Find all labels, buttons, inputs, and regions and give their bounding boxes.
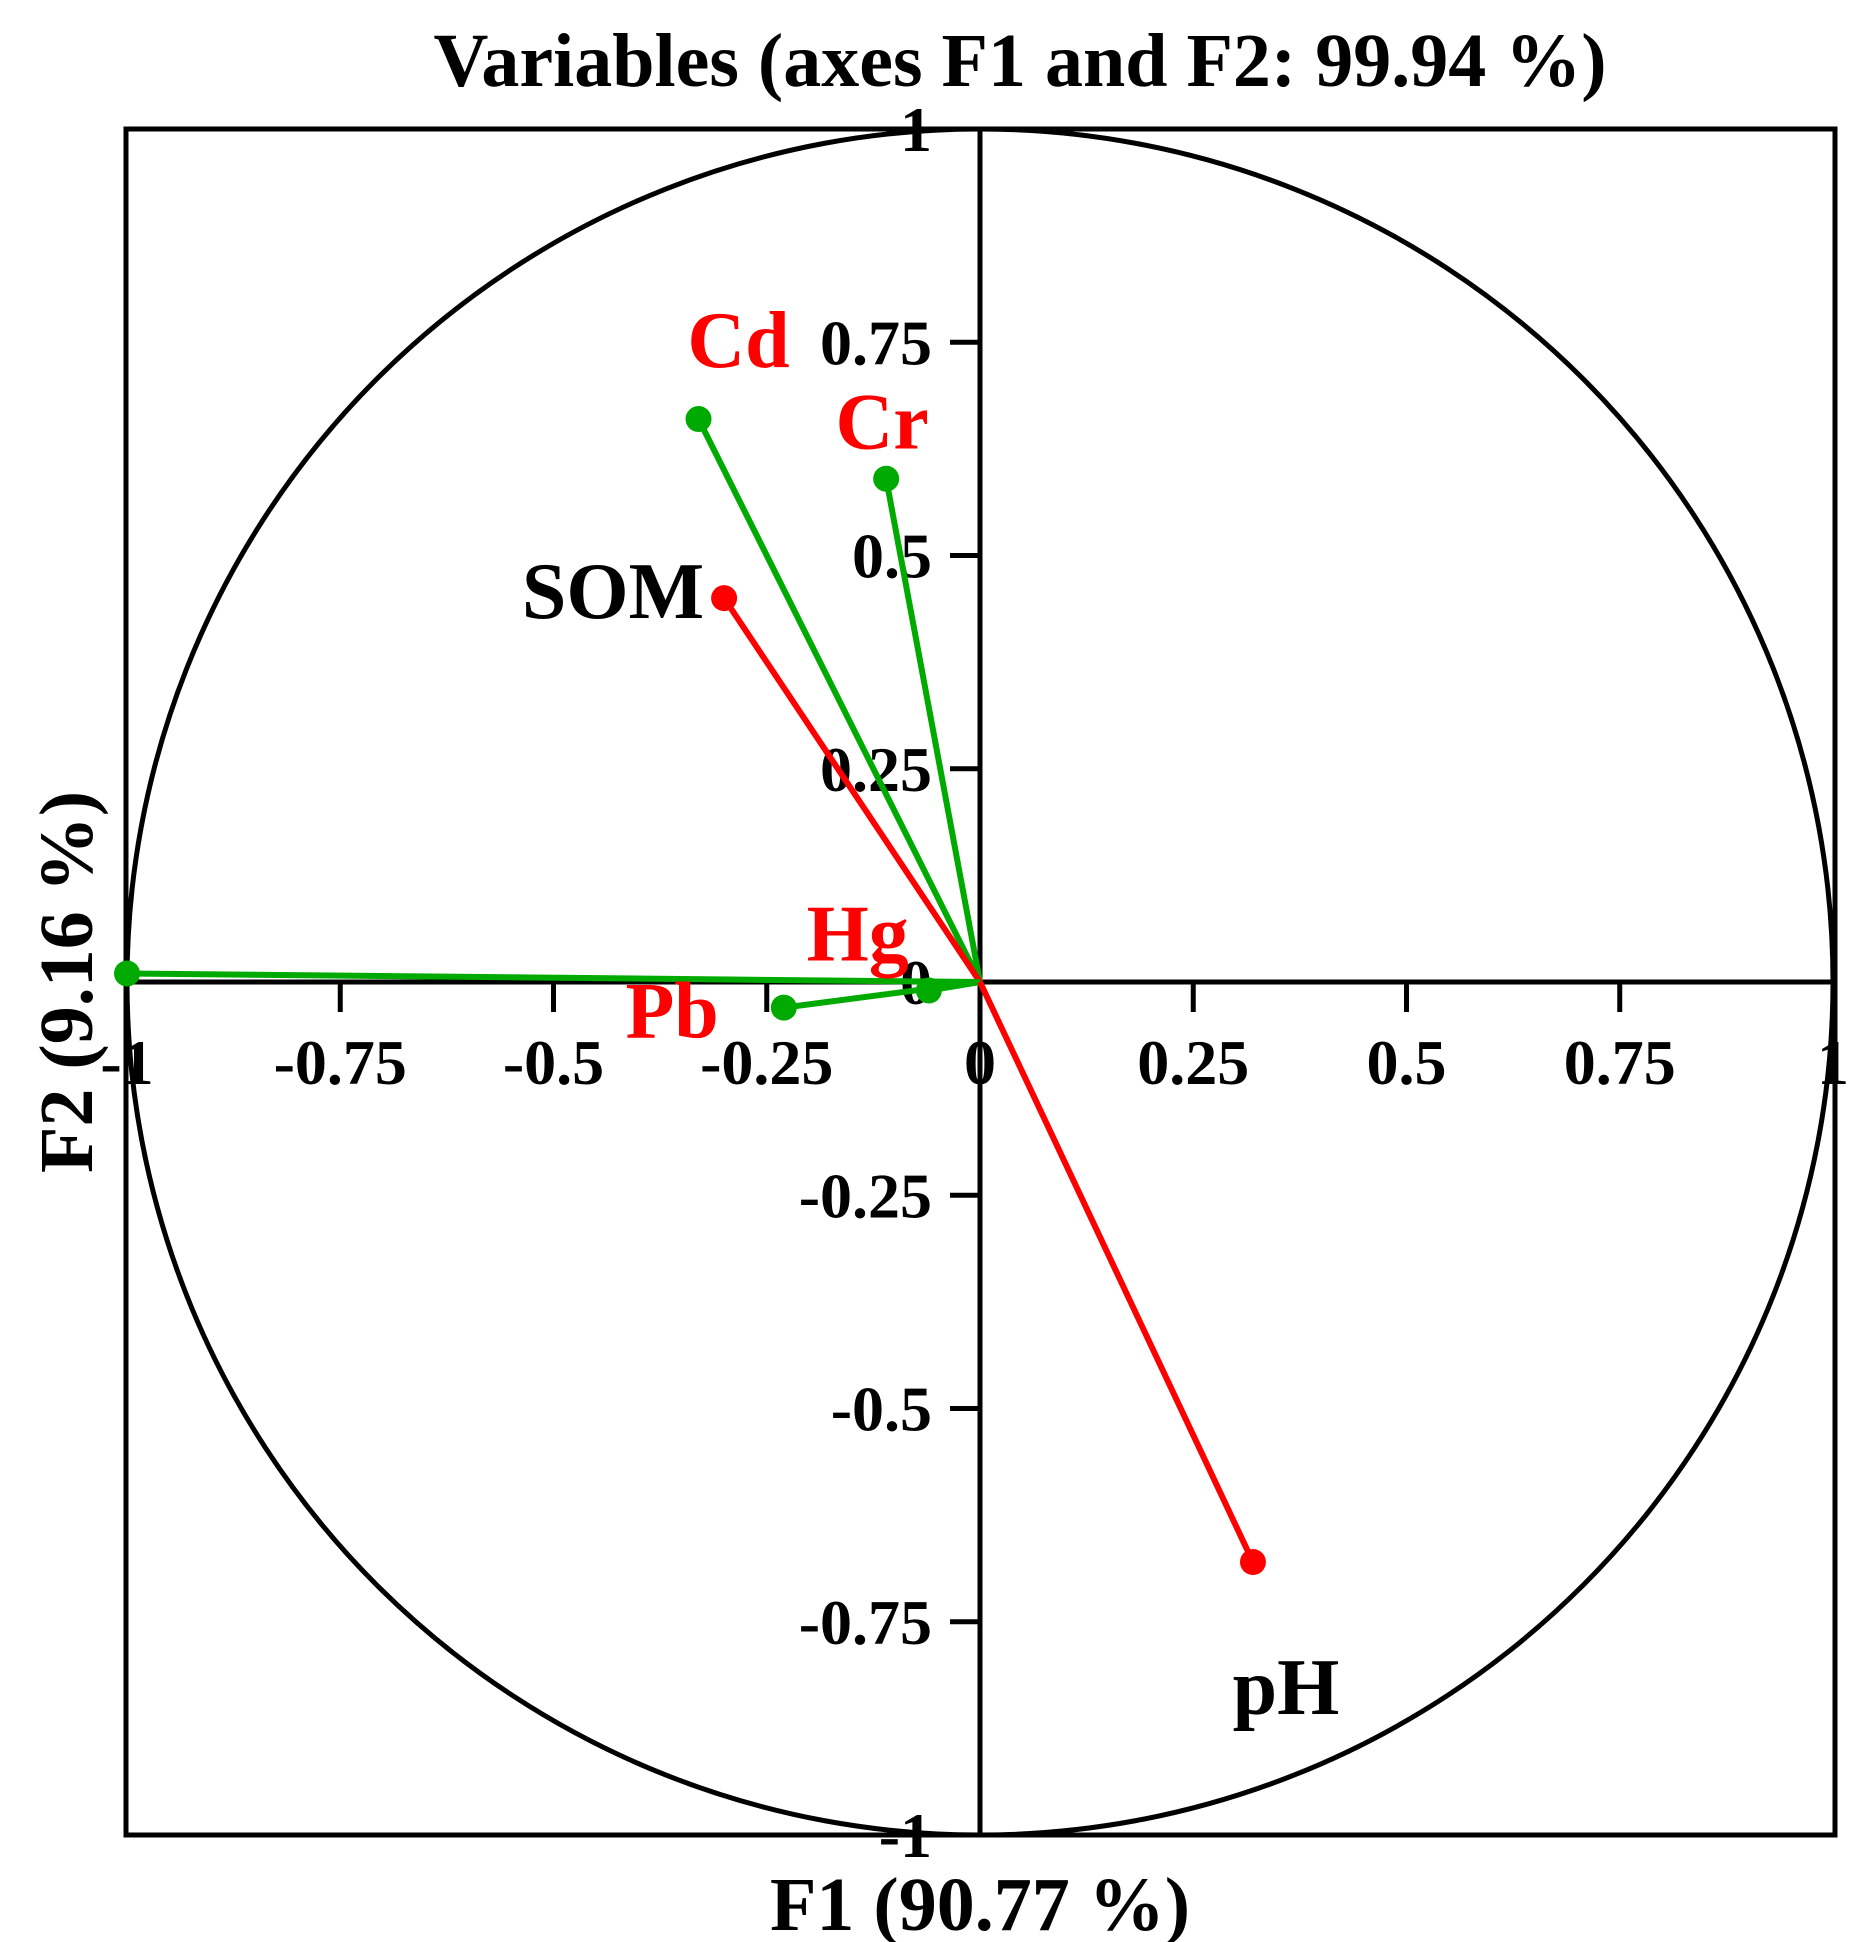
variable-points bbox=[114, 406, 1266, 1576]
x-tick-label: -0.75 bbox=[274, 1027, 407, 1098]
point-pb bbox=[770, 994, 797, 1021]
point-unlabeled bbox=[114, 960, 140, 987]
x-tick-label: 0.25 bbox=[1137, 1027, 1249, 1098]
vector-pb bbox=[783, 979, 981, 1011]
label-cd: Cd bbox=[687, 297, 789, 385]
point-cr bbox=[873, 465, 900, 492]
x-tick-label: 0.75 bbox=[1564, 1027, 1676, 1098]
x-tick-label: 0 bbox=[964, 1027, 996, 1098]
label-ph: pH bbox=[1233, 1644, 1340, 1732]
y-tick-label: 1 bbox=[900, 94, 932, 165]
point-ph bbox=[1239, 1549, 1266, 1576]
y-tick-label: 0.5 bbox=[852, 521, 932, 592]
point-som bbox=[711, 585, 738, 612]
x-tick-label: 1 bbox=[1817, 1027, 1849, 1098]
vector-ph bbox=[977, 980, 1256, 1564]
variable-labels: Cd Cr SOM Hg Pb pH bbox=[522, 297, 1339, 1732]
label-som: SOM bbox=[522, 548, 704, 636]
label-hg: Hg bbox=[807, 891, 909, 979]
y-tick-label: -0.25 bbox=[799, 1160, 932, 1231]
x-tick-label: 0.5 bbox=[1367, 1027, 1447, 1098]
vector-som bbox=[721, 596, 983, 984]
x-tick-label: -0.5 bbox=[503, 1027, 604, 1098]
point-cd bbox=[685, 406, 712, 433]
x-axis-title: F1 (90.77 %) bbox=[770, 1863, 1190, 1942]
chart-title: Variables (axes F1 and F2: 99.94 %) bbox=[433, 19, 1606, 103]
point-hg bbox=[915, 977, 942, 1004]
x-ticks: -1 -0.75 -0.5 -0.25 0 0.25 0.5 0.75 1 bbox=[100, 982, 1849, 1098]
vector-unlabeled bbox=[126, 970, 981, 985]
y-tick-label: 0.75 bbox=[820, 307, 932, 378]
y-axis-title: F2 (9.16 %) bbox=[25, 791, 109, 1173]
label-pb: Pb bbox=[625, 968, 718, 1056]
vector-cr bbox=[883, 478, 983, 983]
y-tick-label: -1 bbox=[879, 1800, 932, 1871]
label-cr: Cr bbox=[836, 379, 929, 467]
y-tick-label: -0.5 bbox=[831, 1374, 932, 1445]
x-tick-label: -1 bbox=[100, 1027, 153, 1098]
vector-cd bbox=[695, 417, 983, 984]
y-tick-label: -0.75 bbox=[799, 1587, 932, 1658]
x-tick-label: -0.25 bbox=[700, 1027, 833, 1098]
